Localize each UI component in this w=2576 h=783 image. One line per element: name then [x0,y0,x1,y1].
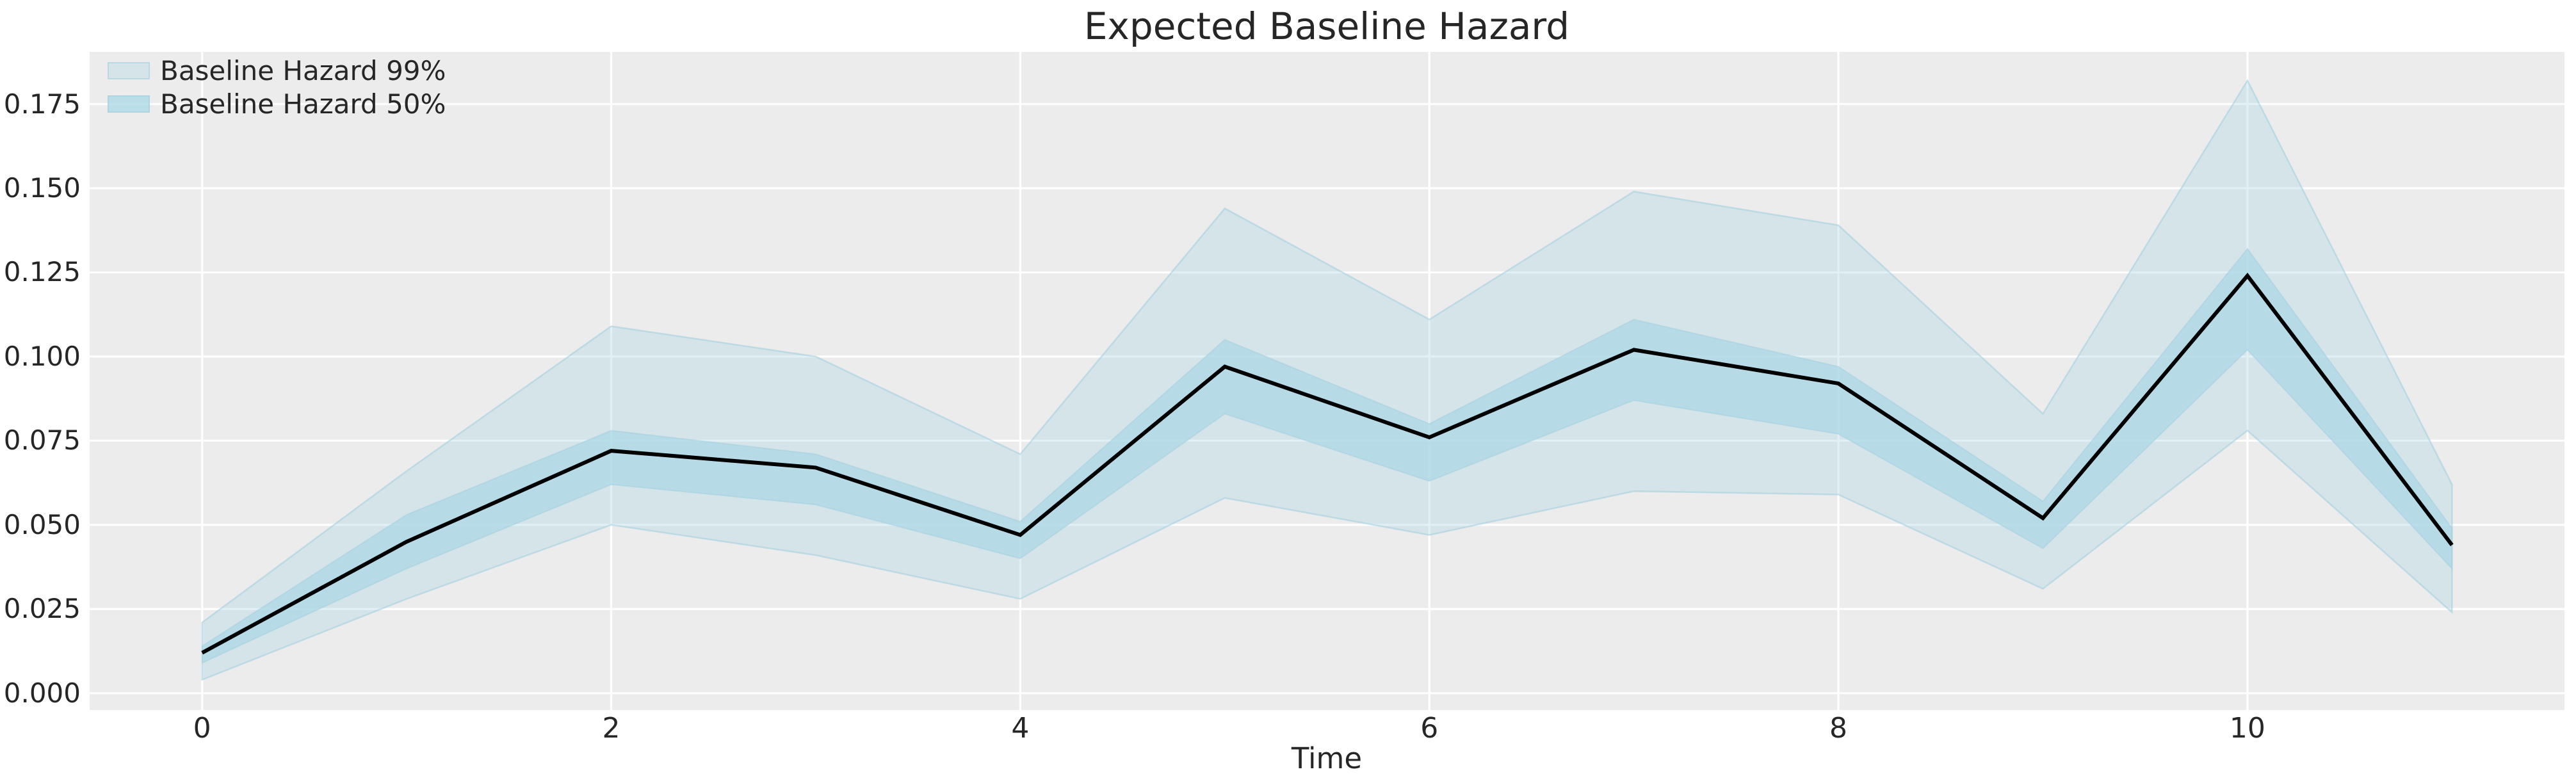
chart-title: Expected Baseline Hazard [1083,4,1570,48]
x-tick-label: 10 [2229,712,2265,745]
y-tick-label: 0.000 [3,677,81,709]
legend-item-99: Baseline Hazard 99% [108,54,446,87]
legend: Baseline Hazard 99% Baseline Hazard 50% [108,54,446,120]
y-tick-label: 0.050 [3,508,81,540]
legend-swatch-50 [108,95,150,113]
band-99 [201,79,2453,681]
y-tick-label: 0.175 [3,88,81,120]
x-tick-label: 0 [193,712,211,745]
y-tick-label: 0.075 [3,424,81,456]
y-axis-tick-labels: 0.000 0.025 0.050 0.075 0.100 0.125 0.150 0.175 [0,0,81,783]
y-tick-label: 0.100 [3,340,81,372]
legend-label-99: Baseline Hazard 99% [160,54,446,86]
legend-item-50: Baseline Hazard 50% [108,87,446,120]
legend-label-50: Baseline Hazard 50% [160,88,446,120]
y-tick-label: 0.125 [3,256,81,288]
x-tick-label: 8 [1829,712,1848,745]
y-tick-label: 0.025 [3,593,81,625]
median-line [201,272,2454,655]
y-tick-label: 0.150 [3,172,81,204]
x-tick-label: 2 [602,712,620,745]
x-tick-label: 4 [1011,712,1030,745]
x-axis-label: Time [1291,741,1363,775]
plot-area: Baseline Hazard 99% Baseline Hazard 50% [90,52,2564,710]
x-tick-label: 6 [1420,712,1439,745]
chart-svg [90,52,2564,710]
legend-swatch-99 [108,61,150,79]
